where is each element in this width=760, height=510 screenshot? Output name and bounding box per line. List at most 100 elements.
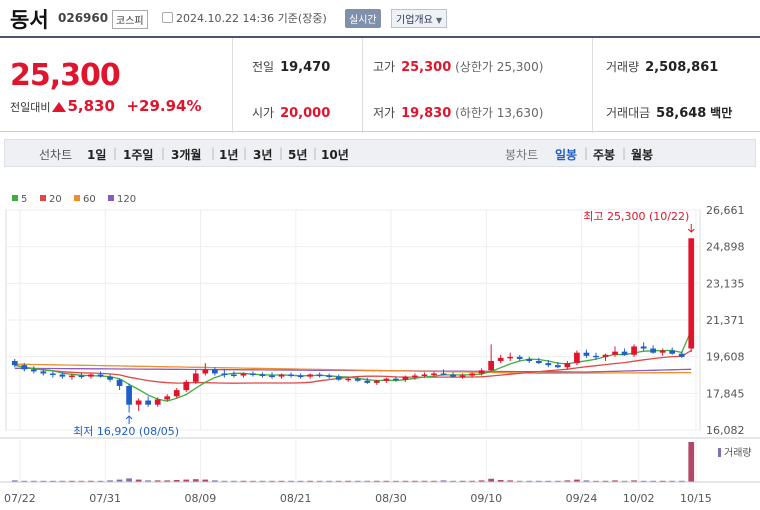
- candle-body: [602, 354, 609, 357]
- y-tick-label: 21,371: [706, 314, 745, 327]
- legend-label: 5: [21, 194, 27, 205]
- candle-body: [202, 369, 209, 374]
- volume-value: 2,508,861: [645, 60, 719, 75]
- tab-3m[interactable]: 3개월: [171, 148, 202, 162]
- volume-bar: [335, 480, 342, 482]
- tab-10y[interactable]: 10년: [321, 148, 349, 162]
- prev-value: 19,470: [280, 60, 331, 75]
- open-price: 시가 20,000: [252, 104, 330, 121]
- candle-body: [135, 400, 142, 405]
- candle-body: [440, 373, 447, 375]
- divider: |: [161, 146, 166, 160]
- tab-weekly[interactable]: 주봉: [593, 148, 616, 162]
- candle-body: [69, 375, 75, 378]
- volume-bar: [116, 479, 123, 482]
- candle-body: [574, 352, 580, 364]
- tab-daily[interactable]: 일봉: [555, 148, 578, 162]
- ma60-line: [14, 363, 692, 374]
- legend-swatch: [40, 195, 46, 201]
- ma20-line: [14, 349, 692, 384]
- volume-label: 거래량: [724, 447, 752, 459]
- realtime-button[interactable]: 실시간: [345, 9, 381, 28]
- candle-body: [640, 346, 647, 349]
- current-price: 25,300: [10, 58, 121, 93]
- candle-body: [631, 346, 637, 355]
- candle-body: [431, 373, 437, 375]
- volume-bar: [516, 480, 523, 482]
- volume-bar: [564, 480, 571, 482]
- volume-bar: [183, 479, 190, 482]
- candle-body: [154, 399, 161, 405]
- volume-bar: [288, 480, 294, 482]
- legend-swatch: [12, 195, 18, 201]
- chart-period-tabs: 선차트 1일 | 1주일 | 3개월 | 1년 | 3년 | 5년 | 10년 …: [4, 139, 756, 167]
- open-value: 20,000: [280, 106, 331, 121]
- candle-body: [583, 352, 590, 356]
- candle-body: [288, 374, 294, 377]
- legend-swatch: [108, 195, 114, 201]
- y-tick-label: 16,082: [706, 424, 745, 437]
- prev-close: 전일 19,470: [252, 58, 330, 75]
- volume-bar: [126, 478, 132, 482]
- up-arrow-icon: [52, 102, 67, 112]
- volume-bar: [211, 480, 218, 482]
- tab-5y[interactable]: 5년: [288, 148, 308, 162]
- volume-bar: [450, 480, 456, 482]
- volume-bar: [154, 480, 161, 482]
- candle-body: [335, 376, 342, 380]
- volume-bar: [11, 480, 18, 482]
- tab-1w[interactable]: 1주일: [123, 148, 154, 162]
- candle-body: [669, 350, 676, 354]
- candle-body: [469, 373, 475, 376]
- x-tick-label: 08/30: [375, 492, 407, 505]
- volume-bar: [59, 480, 66, 482]
- volume-bar: [69, 480, 75, 482]
- volume-bar: [250, 480, 256, 482]
- volume-bar: [173, 480, 180, 482]
- volume-bar: [145, 480, 152, 482]
- quote-panel: 25,300 전일대비 5,830 +29.94% 전일 19,470 시가 20,0…: [0, 36, 760, 133]
- candle-body: [535, 360, 542, 364]
- corp-info-label: 기업개요: [396, 15, 433, 26]
- candle-body: [564, 363, 571, 368]
- volume-bar: [316, 480, 323, 482]
- y-tick-label: 17,845: [706, 387, 745, 400]
- candle-body: [126, 385, 132, 405]
- candle-body: [526, 358, 533, 361]
- candle-body: [354, 378, 361, 381]
- corp-info-dropdown[interactable]: 기업개요 ▼: [391, 9, 448, 28]
- candle-body: [621, 351, 628, 355]
- low-price: 저가 19,830 (하한가 13,630): [373, 104, 543, 121]
- high-price: 고가 25,300 (상한가 25,300): [373, 58, 543, 75]
- high-label: 고가: [373, 60, 396, 74]
- x-tick-label: 07/31: [89, 492, 121, 505]
- divider: [232, 38, 233, 133]
- candle-body: [40, 371, 47, 374]
- amount-label: 거래대금: [606, 106, 651, 120]
- volume-bar: [459, 480, 466, 482]
- upper-limit: (상한가 25,300): [455, 60, 544, 74]
- line-chart-label: 선차트: [39, 148, 73, 162]
- candle-body: [278, 374, 285, 377]
- x-tick-label: 09/24: [566, 492, 598, 505]
- volume-bar: [345, 480, 352, 482]
- candle-body: [421, 374, 428, 377]
- candle-body: [383, 378, 390, 381]
- volume-bar: [30, 480, 37, 482]
- volume-bar: [269, 480, 275, 482]
- volume-bar: [440, 480, 447, 482]
- tab-1y[interactable]: 1년: [219, 148, 239, 162]
- stock-name: 동서: [10, 8, 49, 32]
- volume-bar: [478, 480, 485, 482]
- tab-3y[interactable]: 3년: [253, 148, 273, 162]
- volume-bar: [21, 480, 28, 482]
- volume-bar: [688, 442, 695, 482]
- tab-1d[interactable]: 1일: [87, 148, 107, 162]
- volume-bar: [373, 480, 380, 482]
- candle-body: [78, 375, 85, 378]
- tab-monthly[interactable]: 월봉: [631, 148, 654, 162]
- candle-body: [516, 356, 523, 359]
- volume-bar: [602, 480, 609, 482]
- candle-body: [50, 373, 56, 375]
- price-chart[interactable]: 5 20 60 120 26,661 24,898 23,135 21,371 19,608 17…: [0, 180, 760, 510]
